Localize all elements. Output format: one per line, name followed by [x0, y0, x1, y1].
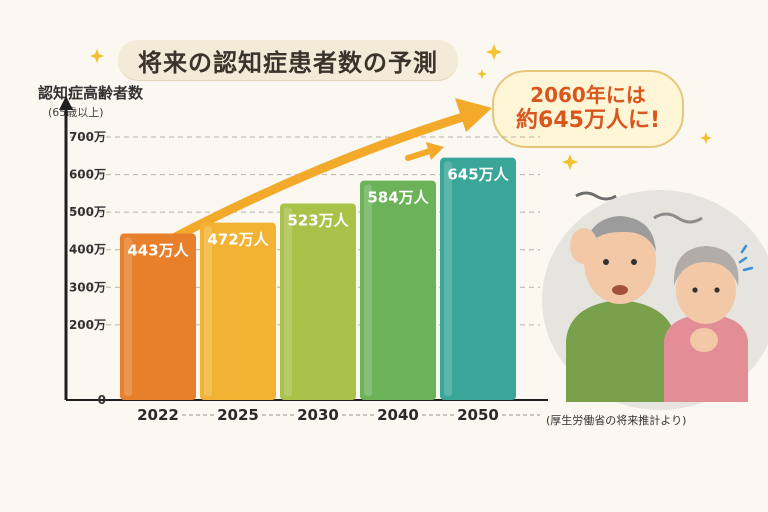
man-mouth — [612, 285, 628, 295]
x-tick-2022: 2022 — [137, 406, 179, 424]
data-label-2022: 443万人 — [127, 242, 189, 260]
y-tick-600: 600万 — [69, 168, 106, 182]
dizzy-swirl-icon — [575, 191, 617, 201]
sparkle-icon — [90, 49, 104, 63]
man-hair — [584, 216, 656, 252]
man-eye-right — [631, 259, 637, 265]
bar-2022 — [120, 233, 196, 400]
bar-highlight-2040 — [364, 184, 372, 396]
callout-line2: 約645万人に! — [516, 108, 660, 133]
man-body — [566, 300, 676, 402]
data-label-2050: 645万人 — [447, 166, 509, 184]
man-eye-left — [603, 259, 609, 265]
trend-arrow-head — [455, 98, 492, 132]
bar-highlight-2030 — [284, 207, 292, 396]
woman-face — [676, 256, 736, 324]
data-labels: 443万人 472万人 523万人 584万人 645万人 — [127, 166, 509, 260]
sparkle-icon — [486, 44, 502, 60]
y-tick-700: 700万 — [69, 130, 106, 144]
bar-2050 — [440, 157, 516, 400]
data-label-2040: 584万人 — [367, 189, 429, 207]
y-tick-200: 200万 — [69, 318, 106, 332]
x-tick-2025: 2025 — [217, 406, 259, 424]
sweat-lines-icon — [738, 244, 754, 272]
title-banner: 将来の認知症患者数の予測 — [118, 40, 458, 80]
x-tick-labels: 2022 2025 2030 2040 2050 — [137, 406, 540, 424]
y-tick-400: 400万 — [69, 243, 106, 257]
sparkle-icon — [562, 154, 578, 170]
bar-2025 — [200, 222, 276, 400]
bar-2030 — [280, 203, 356, 400]
small-arrow-shaft — [405, 148, 433, 161]
woman-eye-left — [692, 287, 698, 293]
x-tick-2050: 2050 — [457, 406, 499, 424]
data-label-2030: 523万人 — [287, 212, 349, 230]
callout-bubble: 2060年には 約645万人に! — [492, 70, 684, 148]
y-tick-500: 500万 — [69, 205, 106, 219]
chart-title: 将来の認知症患者数の予測 — [138, 48, 438, 77]
bar-highlight-2050 — [444, 161, 452, 396]
bar-highlight-2022 — [124, 237, 132, 396]
small-arrow-head — [426, 142, 444, 160]
y-axis-arrowhead — [59, 96, 73, 110]
man-hand — [570, 228, 598, 264]
y-axis-label: 認知症高齢者数 — [38, 84, 144, 102]
man-face — [584, 220, 656, 304]
x-tick-2030: 2030 — [297, 406, 339, 424]
callout-line1: 2060年には — [530, 83, 646, 107]
bar-2040 — [360, 180, 436, 400]
woman-body — [664, 314, 748, 402]
bars — [120, 157, 516, 400]
decorations — [90, 44, 768, 410]
bar-highlight-2025 — [204, 226, 212, 396]
woman-hands — [690, 328, 718, 352]
y-tick-labels: 0 200万 300万 400万 500万 600万 700万 — [69, 130, 106, 407]
source-note: (厚生労働省の将来推計より) — [546, 414, 687, 427]
sparkle-icon — [700, 132, 712, 144]
y-tick-300: 300万 — [69, 280, 106, 294]
swirl-icon — [653, 212, 703, 224]
y-tick-0: 0 — [98, 393, 106, 407]
sparkle-icon — [477, 69, 487, 79]
woman-hair — [673, 246, 739, 286]
woman-eye-right — [714, 287, 720, 293]
x-tick-2040: 2040 — [377, 406, 419, 424]
data-label-2025: 472万人 — [207, 231, 269, 249]
